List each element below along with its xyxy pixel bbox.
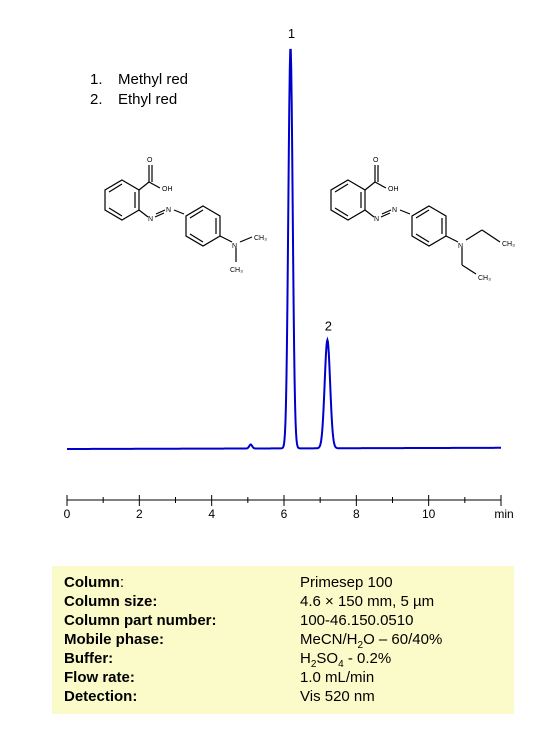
atom-label: OH (388, 186, 399, 193)
atom-label: CH₃ (478, 275, 491, 282)
legend-number: 1. (90, 71, 103, 88)
atom-label: OH (162, 186, 173, 193)
ethyl-red-structure: O OH N N N CH₃ CH₃ (330, 157, 515, 282)
atom-label: N (148, 216, 153, 223)
atom-label: O (147, 157, 153, 164)
atom-label: CH₃ (230, 267, 243, 274)
conditions-panel: Column: Primesep 100 Column size: 4.6 × … (52, 566, 514, 714)
methyl-red-structure: O OH N N N CH₃ CH₃ (104, 157, 267, 274)
condition-row: Detection: Vis 520 nm (64, 688, 504, 707)
x-tick-label: 4 (208, 507, 215, 521)
chromatogram: 0 2 4 6 8 10 min 12 (64, 26, 514, 521)
x-axis: 0 2 4 6 8 10 min (64, 495, 514, 521)
condition-value: 1.0 mL/min (300, 669, 375, 686)
condition-value: Primesep 100 (300, 574, 393, 591)
x-tick-label: 0 (64, 507, 71, 521)
x-tick-label: 6 (281, 507, 288, 521)
legend-label: Methyl red (118, 71, 189, 88)
peak-labels: 12 (288, 26, 332, 334)
x-tick-label: 10 (422, 507, 436, 521)
condition-key: Detection: (64, 688, 138, 705)
peak-label: 2 (325, 319, 332, 334)
condition-row: Column size: 4.6 × 150 mm, 5 µm (64, 593, 504, 612)
condition-key: Buffer: (64, 650, 114, 667)
condition-key: Column (64, 574, 120, 591)
condition-key: Column size: (64, 593, 158, 610)
condition-row: Column part number: 100-46.150.0510 (64, 612, 504, 631)
condition-row: Flow rate: 1.0 mL/min (64, 669, 504, 688)
condition-key: Mobile phase: (64, 631, 165, 648)
condition-key: Flow rate: (64, 669, 135, 686)
atom-label: N (374, 216, 379, 223)
chromatogram-trace (67, 48, 501, 450)
condition-row: Column: Primesep 100 (64, 574, 504, 593)
condition-value: 4.6 × 150 mm, 5 µm (300, 593, 435, 610)
peak-label: 1 (288, 26, 295, 41)
condition-row: Buffer: H2SO4 - 0.2% (64, 650, 504, 670)
condition-key-suffix: : (119, 574, 124, 591)
legend: 1. Methyl red 2. Ethyl red (90, 70, 188, 110)
legend-label: Ethyl red (118, 91, 178, 108)
condition-value: MeCN/H2O – 60/40% (300, 631, 443, 651)
atom-label: O (373, 157, 379, 164)
atom-label: N (392, 207, 397, 214)
legend-number: 2. (90, 91, 103, 108)
condition-value: Vis 520 nm (300, 688, 375, 705)
atom-label: N (458, 243, 463, 250)
atom-label: CH₃ (502, 241, 515, 248)
legend-item: 1. Methyl red (90, 70, 188, 90)
x-axis-unit: min (494, 507, 513, 521)
condition-value: 100-46.150.0510 (300, 612, 414, 629)
atom-label: CH₃ (254, 235, 267, 242)
x-tick-label: 8 (353, 507, 360, 521)
condition-value: H2SO4 - 0.2% (300, 650, 392, 670)
atom-label: N (232, 243, 237, 250)
legend-item: 2. Ethyl red (90, 90, 188, 110)
atom-label: N (166, 207, 171, 214)
condition-row: Mobile phase: MeCN/H2O – 60/40% (64, 631, 504, 651)
x-tick-label: 2 (136, 507, 143, 521)
condition-key: Column part number: (64, 612, 217, 629)
